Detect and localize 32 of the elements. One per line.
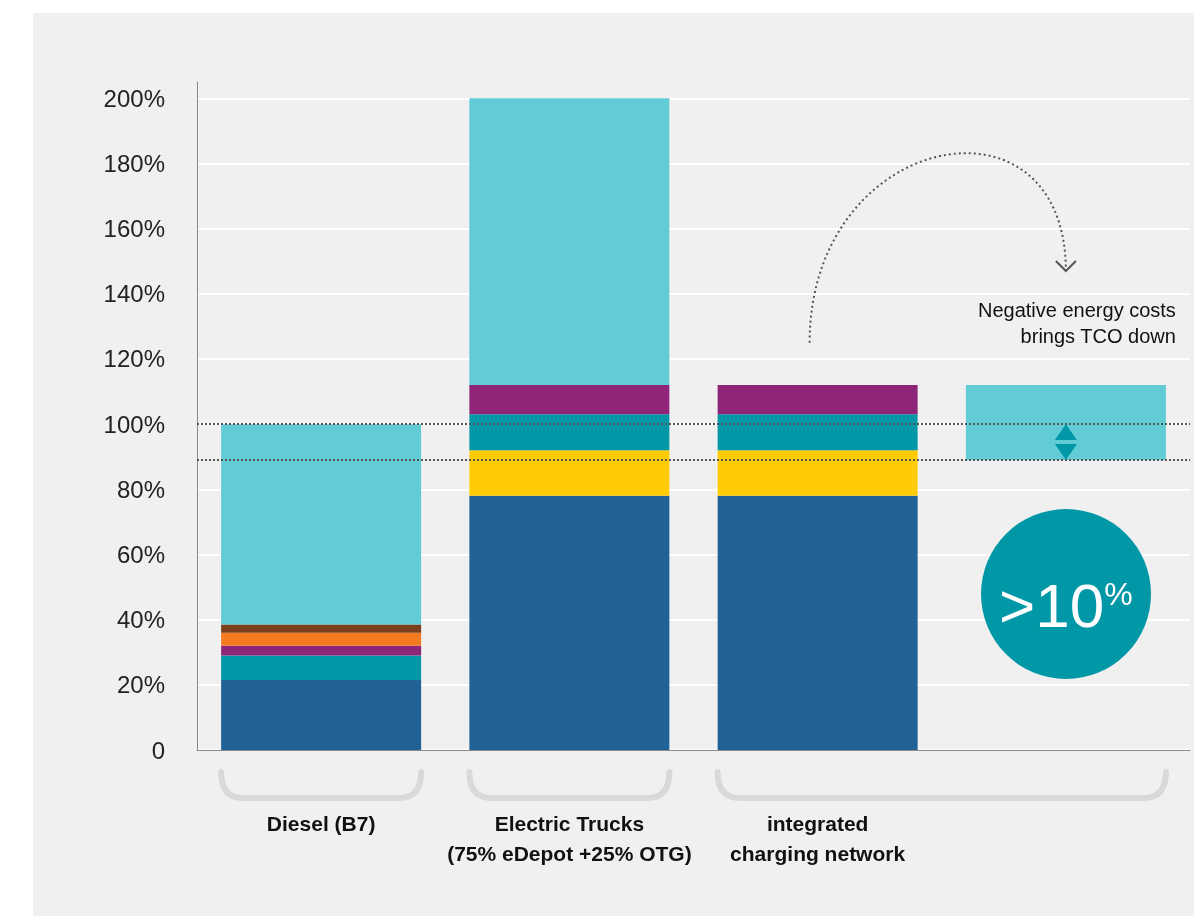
y-tick-label: 160% bbox=[103, 215, 165, 243]
y-tick-label: 120% bbox=[103, 345, 165, 373]
bar bbox=[221, 632, 422, 646]
bar bbox=[221, 424, 422, 625]
bar bbox=[717, 495, 918, 750]
y-tick-label: 20% bbox=[116, 671, 165, 699]
bar bbox=[221, 655, 422, 680]
bar bbox=[717, 450, 918, 496]
y-tick-label: 80% bbox=[116, 475, 165, 503]
bar bbox=[469, 450, 670, 496]
x-tick-label: integrated charging network bbox=[730, 811, 906, 865]
y-tick-label: 200% bbox=[103, 84, 165, 112]
annotation: Negative energy costs brings TCO down bbox=[977, 298, 1176, 350]
y-tick-label: 100% bbox=[103, 410, 165, 438]
bar bbox=[965, 385, 1166, 460]
bar bbox=[717, 414, 918, 451]
bar bbox=[469, 385, 670, 415]
bar bbox=[221, 679, 422, 750]
bar bbox=[717, 385, 918, 415]
bar bbox=[469, 98, 670, 386]
bar bbox=[469, 414, 670, 451]
annotation: >10$^{%}$ bbox=[998, 569, 1134, 642]
y-tick-label: 60% bbox=[116, 540, 165, 568]
bar bbox=[221, 645, 422, 656]
y-tick-label: 140% bbox=[103, 280, 165, 308]
y-tick-label: 0 bbox=[151, 736, 165, 764]
y-tick-label: 40% bbox=[116, 606, 165, 634]
y-tick-label: 180% bbox=[103, 149, 165, 177]
x-tick-label: Electric Trucks (75% eDepot +25% OTG) bbox=[447, 811, 692, 865]
bar bbox=[469, 495, 670, 750]
x-tick-label: Diesel (B7) bbox=[266, 811, 376, 835]
bar bbox=[221, 624, 422, 633]
